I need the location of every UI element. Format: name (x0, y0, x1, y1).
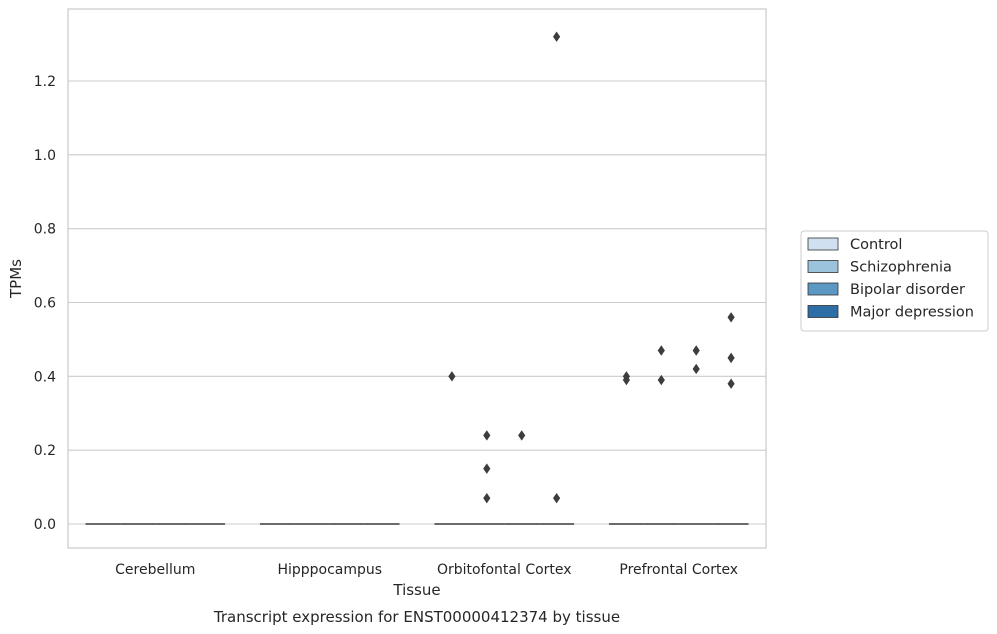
outlier-point (727, 352, 735, 364)
outlier-point (448, 371, 456, 382)
x-tick-label: Hipppocampus (277, 562, 382, 578)
legend-swatch (807, 305, 839, 318)
legend-label: Control (850, 237, 902, 253)
outlier-point (483, 463, 491, 474)
y-tick-label: 1.0 (34, 148, 56, 164)
outlier-point (657, 345, 665, 356)
legend-swatch (807, 282, 839, 296)
x-tick-label: Orbitofontal Cortex (437, 562, 572, 578)
y-tick-label: 0.4 (34, 369, 56, 385)
y-tick-label: 0.2 (34, 443, 56, 459)
y-gridlines (68, 80, 766, 525)
plot-area-frame (67, 8, 767, 549)
outlier-point (622, 374, 630, 386)
legend-label: Major depression (850, 305, 974, 321)
outlier-point (553, 492, 561, 504)
chart-title: Transcript expression for ENST0000041237… (213, 608, 620, 626)
x-tick-labels: Cerebellum Hipppocampus Orbitofontal Corte… (115, 562, 738, 578)
outlier-markers (448, 31, 735, 504)
outlier-point (518, 430, 526, 441)
x-tick-label: Cerebellum (115, 562, 195, 578)
legend-label: Schizophrenia (850, 260, 952, 276)
legend: Control Schizophrenia Bipolar disorder Majo… (800, 230, 989, 332)
y-axis-label: TPMs (7, 259, 25, 299)
x-axis-label: Tissue (392, 581, 440, 599)
y-tick-label: 1.2 (34, 74, 56, 90)
outlier-point (727, 312, 735, 323)
outlier-point (657, 374, 665, 386)
outlier-point (483, 492, 491, 504)
y-tick-label: 0.0 (34, 517, 56, 533)
y-tick-label: 0.6 (34, 295, 56, 311)
legend-label: Bipolar disorder (850, 282, 965, 298)
legend-swatch (807, 237, 839, 251)
outlier-point (483, 430, 491, 441)
outlier-point (692, 363, 700, 375)
y-tick-label: 0.8 (34, 222, 56, 238)
outlier-point (727, 378, 735, 389)
x-tick-label: Prefrontal Cortex (619, 562, 738, 578)
outlier-point (553, 31, 561, 42)
legend-swatch (807, 260, 839, 273)
outlier-point (692, 345, 700, 356)
legend-box (800, 230, 989, 332)
y-tick-labels: 0.0 0.2 0.4 0.6 0.8 1.0 1.2 (34, 74, 56, 533)
